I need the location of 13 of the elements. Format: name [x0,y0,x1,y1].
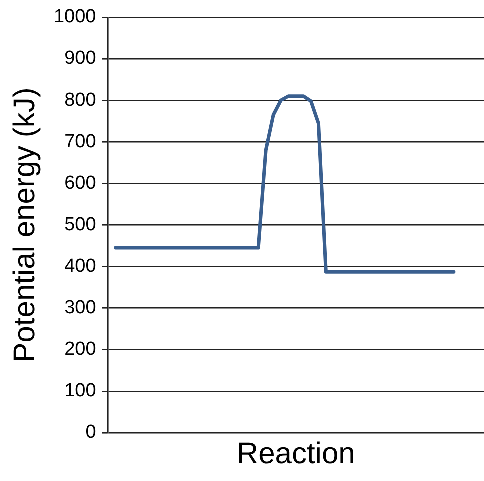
y-tick-label: 800 [64,90,96,111]
y-tick-label: 500 [64,214,96,236]
y-tick-label: 900 [64,48,96,70]
y-axis-title: Potential energy (kJ) [8,88,42,363]
x-axis-title: Reaction [236,437,356,470]
y-tick-label: 600 [64,172,96,194]
y-tick-label: 100 [64,380,96,402]
y-tick-label: 300 [64,298,96,319]
y-tick-label: 1000 [54,6,96,28]
y-tick-label: 700 [64,131,96,152]
y-tick-label: 200 [64,339,96,360]
y-tick-label: 400 [64,256,96,277]
y-tick-label: 0 [86,422,96,444]
